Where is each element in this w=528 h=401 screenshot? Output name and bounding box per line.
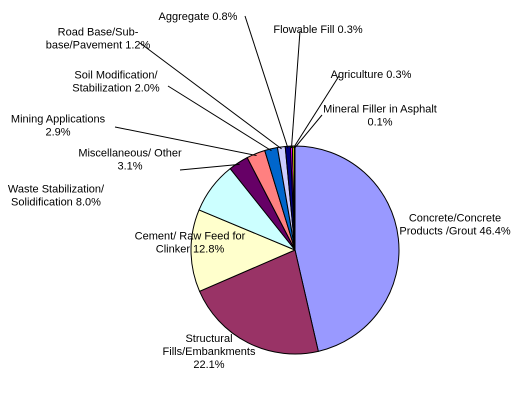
- pie-slice-cement-raw-feed-for-clinker: [190, 209, 296, 292]
- slice-label-structural-fills-embankments: Structural Fills/Embankments 22.1%: [163, 333, 256, 371]
- slice-label-line: Waste Stabilization/: [8, 184, 105, 196]
- slice-label-line: Flowable Fill 0.3%: [273, 24, 362, 36]
- slice-label-mining-applications: Mining Applications 2.9%: [11, 114, 106, 139]
- slice-label-line: Aggregate 0.8%: [159, 11, 238, 23]
- slice-label-line: Clinker 12.8%: [156, 244, 225, 256]
- leader-line-mining-applications: [114, 126, 257, 157]
- slice-label-line: 22.1%: [193, 359, 224, 371]
- slice-label-line: Stabilization 2.0%: [72, 83, 160, 95]
- slice-labels: Concrete/Concrete Products /Grout 46.4% St…: [8, 11, 511, 371]
- slice-label-flowable-fill: Flowable Fill 0.3%: [273, 24, 362, 36]
- pie-slice-structural-fills-embankments: [199, 249, 319, 355]
- slice-label-line: Road Base/Sub-: [58, 27, 139, 39]
- pie-slice-mineral-filler-in-asphalt: [293, 145, 296, 251]
- slice-label-line: Soil Modification/: [74, 70, 158, 82]
- slice-label-line: Agriculture 0.3%: [331, 69, 412, 81]
- leader-line-miscellaneous-other: [179, 163, 240, 171]
- slice-label-line: 0.1%: [367, 117, 392, 129]
- slice-label-road-base-sub-base-pavement: Road Base/Sub-base/Pavement 1.2%: [46, 27, 151, 52]
- slice-label-miscellaneous-other: Miscellaneous/ Other 3.1%: [78, 148, 182, 173]
- leader-line-agriculture: [292, 75, 340, 149]
- slice-label-waste-stabilization-solidification: Waste Stabilization/Solidification 8.0%: [8, 184, 105, 209]
- slice-label-agriculture: Agriculture 0.3%: [331, 69, 412, 81]
- leader-line-flowable-fill: [290, 30, 301, 149]
- pie-slices: [190, 145, 400, 355]
- slice-label-line: base/Pavement 1.2%: [46, 40, 151, 52]
- slice-label-line: Products /Grout 46.4%: [399, 226, 510, 238]
- slice-label-line: Fills/Embankments: [163, 346, 256, 358]
- slice-label-mineral-filler-in-asphalt: Mineral Filler in Asphalt 0.1%: [323, 104, 437, 129]
- slice-label-line: Concrete/Concrete: [409, 213, 501, 225]
- slice-label-line: 2.9%: [45, 127, 70, 139]
- leader-line-road-base-sub-base-pavement: [139, 42, 282, 150]
- slice-label-line: Mineral Filler in Asphalt: [323, 104, 437, 116]
- slice-label-cement-raw-feed-for-clinker: Cement/ Raw Feed for Clinker 12.8%: [135, 231, 246, 256]
- leader-line-soil-modification-stabilization: [167, 85, 272, 152]
- slice-label-line: 3.1%: [117, 161, 142, 173]
- pie-slice-concrete-concrete-products-grout: [294, 145, 400, 352]
- slice-label-line: Structural: [185, 333, 232, 345]
- slice-label-concrete-concrete-products-grout: Concrete/Concrete Products /Grout 46.4%: [399, 213, 510, 238]
- slice-label-line: Mining Applications: [11, 114, 106, 126]
- slice-label-line: Cement/ Raw Feed for: [135, 231, 246, 243]
- slice-label-soil-modification-stabilization: Soil Modification/Stabilization 2.0%: [72, 70, 160, 95]
- slice-label-line: Solidification 8.0%: [11, 197, 101, 209]
- leader-line-mineral-filler-in-asphalt: [294, 114, 323, 149]
- leader-line-aggregate: [244, 15, 289, 149]
- slice-label-aggregate: Aggregate 0.8%: [159, 11, 238, 23]
- slice-label-line: Miscellaneous/ Other: [78, 148, 182, 160]
- leader-lines: [114, 15, 340, 171]
